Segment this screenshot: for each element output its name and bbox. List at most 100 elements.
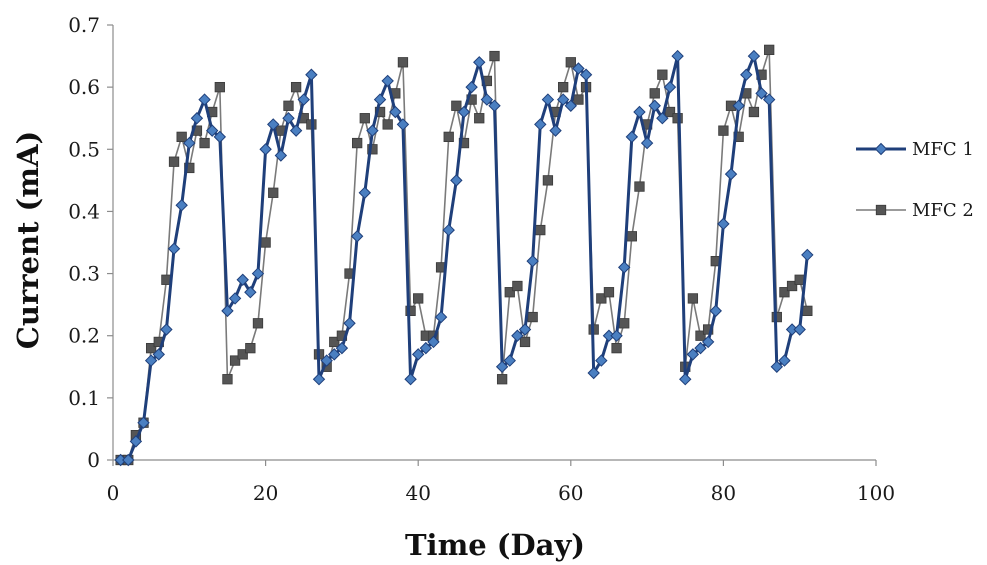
y-tick-label: 0.5 xyxy=(68,137,100,161)
mfc-1-point xyxy=(465,80,478,94)
y-tick-label: 0.1 xyxy=(68,386,100,410)
mfc-1-point xyxy=(137,416,150,429)
mfc-1-point xyxy=(457,105,471,119)
mfc-2-point xyxy=(290,81,302,93)
mfc-1-point xyxy=(442,223,455,237)
mfc-1-point xyxy=(495,360,509,373)
mfc-1-point xyxy=(213,130,227,144)
mfc-1-point xyxy=(350,230,364,243)
x-tick-label: 60 xyxy=(558,481,583,505)
tick-marks xyxy=(107,24,877,466)
mfc-1-point xyxy=(320,354,333,367)
mfc-1-point xyxy=(717,217,730,231)
mfc-1-point xyxy=(205,124,219,137)
mfc-1-point xyxy=(656,112,669,125)
mfc-2-point xyxy=(367,144,378,155)
mfc-1-point xyxy=(587,366,600,380)
mfc-1-point xyxy=(747,49,761,63)
mfc-1-point xyxy=(488,99,501,112)
mfc-1-point xyxy=(396,118,410,131)
mfc-1-point xyxy=(267,118,280,131)
mfc-2-point xyxy=(626,231,637,242)
legend-marker-mfc-1 xyxy=(874,142,888,156)
legend-label-mfc-2: MFC 2 xyxy=(912,200,974,221)
mfc-2-point xyxy=(573,94,584,105)
mfc-1-point xyxy=(160,323,173,336)
mfc-1-point xyxy=(679,373,692,386)
y-tick-label: 0.6 xyxy=(68,75,100,99)
x-tick-label: 40 xyxy=(405,481,430,505)
mfc-2-point xyxy=(405,305,416,317)
mfc-1-point xyxy=(534,118,547,131)
mfc-1-point xyxy=(648,99,661,112)
mfc-2-point xyxy=(504,287,515,298)
mfc-2-point xyxy=(603,287,615,298)
mfc-1-point xyxy=(389,105,402,119)
mfc-1-point xyxy=(511,329,524,342)
mfc-2-point xyxy=(268,187,279,198)
mfc-2-point xyxy=(634,181,645,192)
mfc-2-point xyxy=(702,324,714,335)
mfc-1-point xyxy=(381,74,394,88)
x-tick-label: 100 xyxy=(857,481,895,505)
mfc-1-point xyxy=(640,136,654,150)
mfc-2-point xyxy=(451,100,462,111)
x-tick-label: 20 xyxy=(253,481,278,505)
mfc-1-point xyxy=(167,242,181,255)
y-tick-label: 0.7 xyxy=(68,13,100,37)
mfc-1-point xyxy=(770,360,784,373)
mfc-2-point xyxy=(496,374,508,385)
mfc-1-point xyxy=(701,335,715,349)
mfc-2-point xyxy=(145,342,157,354)
series-group xyxy=(114,44,814,467)
mfc-2-point xyxy=(535,224,546,236)
mfc-2-point xyxy=(283,100,294,111)
mfc-1-point xyxy=(434,310,448,324)
mfc-1-point xyxy=(480,93,494,106)
mfc-2-point xyxy=(176,131,187,143)
mfc-2-point xyxy=(748,106,760,118)
mfc-1-point xyxy=(282,112,295,125)
x-axis-title: Time (Day) xyxy=(405,528,585,562)
mfc-1-point xyxy=(579,68,593,81)
y-tick-label: 0.3 xyxy=(68,262,100,286)
mfc-1-point xyxy=(183,136,196,150)
mfc-1-point xyxy=(175,199,188,212)
mfc-2-point xyxy=(382,119,393,130)
mfc-1-point xyxy=(610,329,623,342)
mfc-1-point xyxy=(564,99,578,112)
mfc-1-point xyxy=(793,323,806,336)
mfc-2-point xyxy=(565,57,576,68)
mfc-1-point xyxy=(740,68,753,81)
mfc-1-point xyxy=(541,93,555,106)
y-tick-label: 0.4 xyxy=(68,199,100,223)
mfc-2-point xyxy=(512,280,523,292)
mfc-1-point xyxy=(244,286,257,299)
mfc-1-point xyxy=(335,341,349,355)
mfc-1-point xyxy=(518,323,532,336)
mfc-1-point xyxy=(122,453,135,467)
mfc-2-point xyxy=(374,106,386,118)
mfc-1-point xyxy=(549,124,562,137)
mfc-2-point xyxy=(168,156,180,167)
mfc-2-point xyxy=(649,88,660,99)
mfc-1-point xyxy=(709,304,722,318)
legend-item-mfc-1: MFC 1 xyxy=(856,139,974,160)
mfc-2-point xyxy=(779,287,790,298)
x-tick-label: 0 xyxy=(107,481,120,505)
mfc-2-point xyxy=(184,162,195,174)
y-axis-title: Current (mA) xyxy=(11,131,45,349)
legend-marker-mfc-2 xyxy=(875,204,887,216)
tick-labels: 0 20 40 60 80 100 0 0.1 0.2 0.3 0.4 0.5 0.6 0.7 xyxy=(68,13,895,505)
mfc-1-point xyxy=(419,341,433,355)
mfc-1-point xyxy=(328,348,341,361)
mfc-2-point xyxy=(214,81,225,93)
mfc-1-point xyxy=(228,292,242,305)
mfc-2-point xyxy=(359,113,370,124)
x-tick-label: 80 xyxy=(711,481,736,505)
mfc-1-point xyxy=(503,354,516,367)
mfc-1-point xyxy=(366,124,379,137)
mfc-1-point xyxy=(572,62,585,75)
mfc-2-point xyxy=(352,137,363,149)
